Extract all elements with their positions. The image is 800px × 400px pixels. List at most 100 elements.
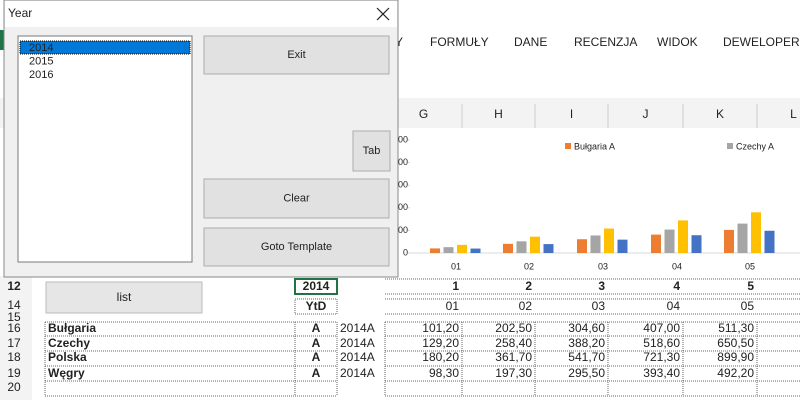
period-cell: 01	[446, 299, 460, 313]
bar	[516, 241, 527, 253]
value-cell: 721,30	[643, 350, 680, 364]
x-tick-label: 03	[598, 261, 608, 271]
year-cell: 2014	[303, 279, 330, 293]
code-cell: 2014A	[340, 336, 375, 350]
value-cell: 407,00	[643, 321, 680, 335]
country-cell: Czechy	[48, 336, 90, 350]
bar	[470, 248, 481, 253]
bar	[543, 244, 554, 253]
dialog-button-label: Tab	[363, 145, 381, 157]
list-button[interactable]	[45, 281, 203, 314]
bar	[443, 247, 454, 253]
bar	[724, 229, 734, 253]
value-cell: 511,30	[718, 321, 754, 335]
month-cell: 4	[673, 279, 680, 293]
value-cell: 180,20	[422, 350, 459, 364]
month-cell: 2	[525, 279, 532, 293]
row-header: 20	[7, 380, 21, 394]
column-header: J	[643, 107, 649, 121]
value-cell: 304,60	[568, 321, 605, 335]
code-cell: 2014A	[340, 350, 375, 364]
selected-cell	[294, 278, 338, 295]
flag-cell: A	[312, 350, 321, 364]
bar	[664, 229, 675, 253]
dialog-button[interactable]	[203, 35, 390, 75]
row-header: 18	[7, 350, 21, 364]
month-cell: 3	[598, 279, 605, 293]
bar	[577, 239, 587, 253]
code-cell: 2014A	[340, 321, 375, 335]
value-cell: 650,50	[717, 336, 754, 350]
bar	[430, 248, 440, 253]
close-button[interactable]	[376, 7, 390, 21]
value-cell: 197,30	[495, 366, 532, 380]
column-header: I	[570, 107, 573, 121]
ribbon-tab[interactable]: WIDOK	[657, 35, 698, 49]
country-cell: Węgry	[48, 366, 85, 380]
ribbon-tab[interactable]: FORMUŁY	[430, 35, 489, 49]
list-item[interactable]: 2014	[29, 42, 53, 54]
bar	[530, 236, 540, 253]
dialog-button[interactable]	[203, 178, 390, 219]
column-header: H	[494, 107, 503, 121]
ribbon-tab[interactable]: Y	[395, 35, 403, 49]
bar	[651, 234, 661, 253]
period-cell: 02	[519, 299, 533, 313]
dialog-button-label: Goto Template	[261, 241, 332, 253]
bar	[590, 235, 601, 253]
month-cell: 1	[452, 279, 459, 293]
bar	[457, 244, 467, 253]
value-cell: 258,40	[495, 336, 532, 350]
value-cell: 393,40	[643, 366, 680, 380]
column-header: G	[419, 107, 428, 121]
value-cell: 492,20	[717, 366, 754, 380]
x-tick-label: 01	[451, 261, 461, 271]
dialog-button[interactable]	[203, 227, 390, 267]
list-item[interactable]: 2015	[29, 55, 53, 67]
value-cell: 202,50	[495, 321, 532, 335]
bar	[691, 235, 702, 253]
value-cell: 388,20	[568, 336, 605, 350]
listbox[interactable]	[17, 35, 193, 263]
x-tick-label: 02	[524, 261, 534, 271]
dialog-button[interactable]	[352, 130, 391, 172]
legend-label: Bułgaria A	[574, 141, 615, 151]
value-cell: 361,70	[495, 350, 532, 364]
column-header: L	[790, 107, 797, 121]
value-cell: 98,30	[429, 366, 459, 380]
ytd-box	[294, 298, 338, 315]
dialog-button-label: Exit	[287, 49, 305, 61]
value-cell: 899,90	[717, 350, 754, 364]
sheet: Y FORMUŁY DANE RECENZJA WIDOK DEWELOPER G H I J K L…	[7, 35, 800, 397]
legend-swatch	[565, 143, 571, 149]
bar	[764, 230, 775, 253]
dialog-button-label: Clear	[283, 192, 310, 204]
ribbon-tab[interactable]: DANE	[514, 35, 547, 49]
bar	[737, 223, 748, 253]
ribbon-tab[interactable]: RECENZJA	[574, 35, 637, 49]
period-cell: 04	[667, 299, 681, 313]
value-cell: 541,70	[568, 350, 605, 364]
value-cell: 129,20	[422, 336, 459, 350]
code-cell: 2014A	[340, 366, 375, 380]
dialog-title: Year	[8, 6, 32, 20]
ytd-cell: YtD	[306, 299, 327, 313]
ribbon-tab[interactable]: DEWELOPER	[723, 35, 800, 49]
month-cell: 5	[747, 279, 754, 293]
value-cell: 295,50	[568, 366, 605, 380]
country-cell: Polska	[48, 350, 87, 364]
list-button-label: list	[117, 290, 132, 304]
x-tick-label: 05	[745, 261, 755, 271]
column-header: K	[716, 107, 724, 121]
country-cell: Bułgaria	[48, 321, 96, 335]
list-item[interactable]: 2016	[29, 69, 53, 81]
y-tick-label: 500	[393, 225, 408, 235]
bar	[678, 220, 688, 253]
period-cell: 03	[592, 299, 606, 313]
bar	[751, 212, 761, 253]
list-selection	[19, 40, 191, 55]
row-header: 16	[7, 321, 21, 335]
bar	[604, 228, 614, 253]
